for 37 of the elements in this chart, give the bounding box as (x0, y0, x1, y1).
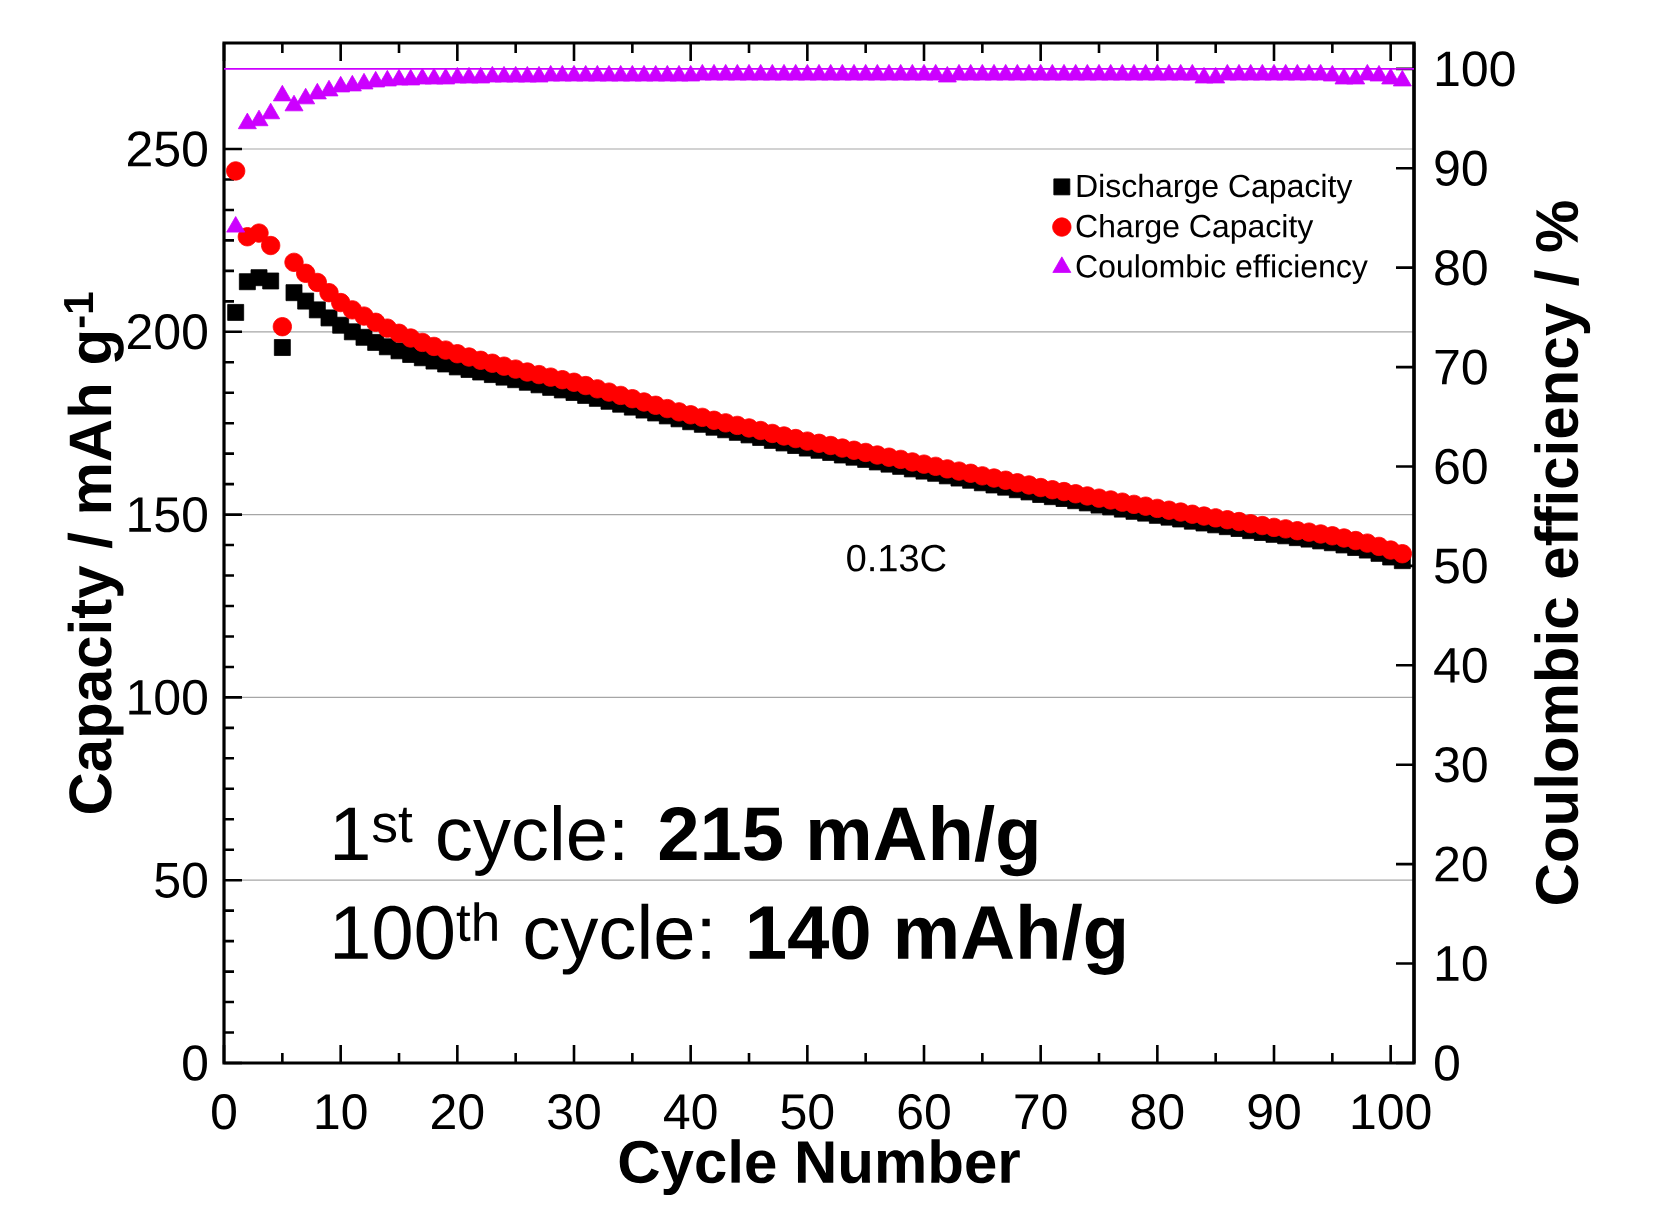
y-tick-label: 0 (183, 1045, 207, 1081)
y2-tick-label: 50 (1435, 548, 1487, 584)
y-tick-label: 250 (128, 131, 207, 167)
annotation: 100$^{th}$ cycle: 140 mAh/g (334, 902, 1124, 975)
y2-tick-label: 90 (1435, 150, 1487, 186)
legend-label: Discharge Capacity (1077, 173, 1353, 204)
y2-tick-label: 10 (1436, 945, 1487, 982)
x-axis-title: Cycle Number (619, 1139, 1020, 1196)
annotation: 1$^{st}$ cycle: 215 mAh/g (334, 805, 1037, 877)
x-tick-label: 70 (1015, 1094, 1067, 1130)
y2-tick-label: 80 (1435, 249, 1487, 286)
x-tick-label: 20 (432, 1094, 484, 1130)
y-axis-title: Capacity / mAh g$^{-1}$ (64, 292, 124, 814)
x-tick-label: 0 (212, 1094, 236, 1130)
x-tick-label: 90 (1248, 1094, 1300, 1130)
x-tick-label: 50 (781, 1094, 834, 1130)
legend-label: Coulombic efficiency (1076, 254, 1368, 284)
y2-tick-label: 40 (1434, 647, 1487, 684)
y-tick-label: 50 (155, 862, 207, 898)
y-tick-label: 200 (128, 314, 207, 350)
x-tick-label: 80 (1131, 1094, 1184, 1130)
annotation: 0.13C (847, 544, 946, 572)
x-tick-label: 10 (316, 1094, 367, 1130)
y-tick-label: 150 (129, 496, 207, 533)
y2-tick-label: 60 (1435, 448, 1487, 485)
x-tick-label: 40 (664, 1094, 717, 1130)
y2-tick-label: 20 (1435, 846, 1487, 882)
y2-tick-label: 30 (1434, 747, 1487, 783)
y2-tick-label: 100 (1436, 51, 1515, 87)
y2-tick-label: 70 (1435, 349, 1487, 385)
x-tick-label: 60 (898, 1094, 950, 1130)
legend-label: Charge Capacity (1076, 213, 1314, 244)
y-tick-label: 100 (129, 679, 207, 716)
y2-axis-title: Coulombic efficiency / % (1534, 201, 1591, 904)
y2-tick-label: 0 (1435, 1045, 1459, 1081)
x-tick-label: 30 (548, 1094, 600, 1130)
x-tick-label: 100 (1352, 1094, 1431, 1130)
